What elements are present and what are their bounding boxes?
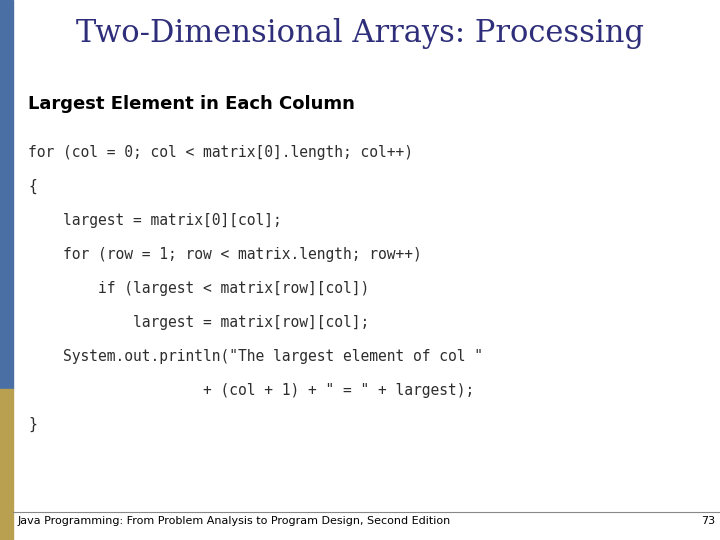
- Text: for (row = 1; row < matrix.length; row++): for (row = 1; row < matrix.length; row++…: [28, 247, 422, 262]
- Text: Largest Element in Each Column: Largest Element in Each Column: [28, 95, 355, 113]
- Text: largest = matrix[row][col];: largest = matrix[row][col];: [28, 315, 369, 330]
- Bar: [0, 0, 13, 389]
- Text: for (col = 0; col < matrix[0].length; col++): for (col = 0; col < matrix[0].length; co…: [28, 145, 413, 160]
- Bar: [0, 389, 13, 540]
- Text: System.out.println("The largest element of col ": System.out.println("The largest element …: [28, 349, 483, 364]
- Text: largest = matrix[0][col];: largest = matrix[0][col];: [28, 213, 282, 228]
- Text: Two-Dimensional Arrays: Processing: Two-Dimensional Arrays: Processing: [76, 18, 644, 49]
- Text: 73: 73: [701, 516, 715, 526]
- Text: + (col + 1) + " = " + largest);: + (col + 1) + " = " + largest);: [28, 383, 474, 398]
- Text: {: {: [28, 179, 37, 194]
- Text: if (largest < matrix[row][col]): if (largest < matrix[row][col]): [28, 281, 369, 296]
- Text: Java Programming: From Problem Analysis to Program Design, Second Edition: Java Programming: From Problem Analysis …: [18, 516, 451, 526]
- Text: }: }: [28, 417, 37, 432]
